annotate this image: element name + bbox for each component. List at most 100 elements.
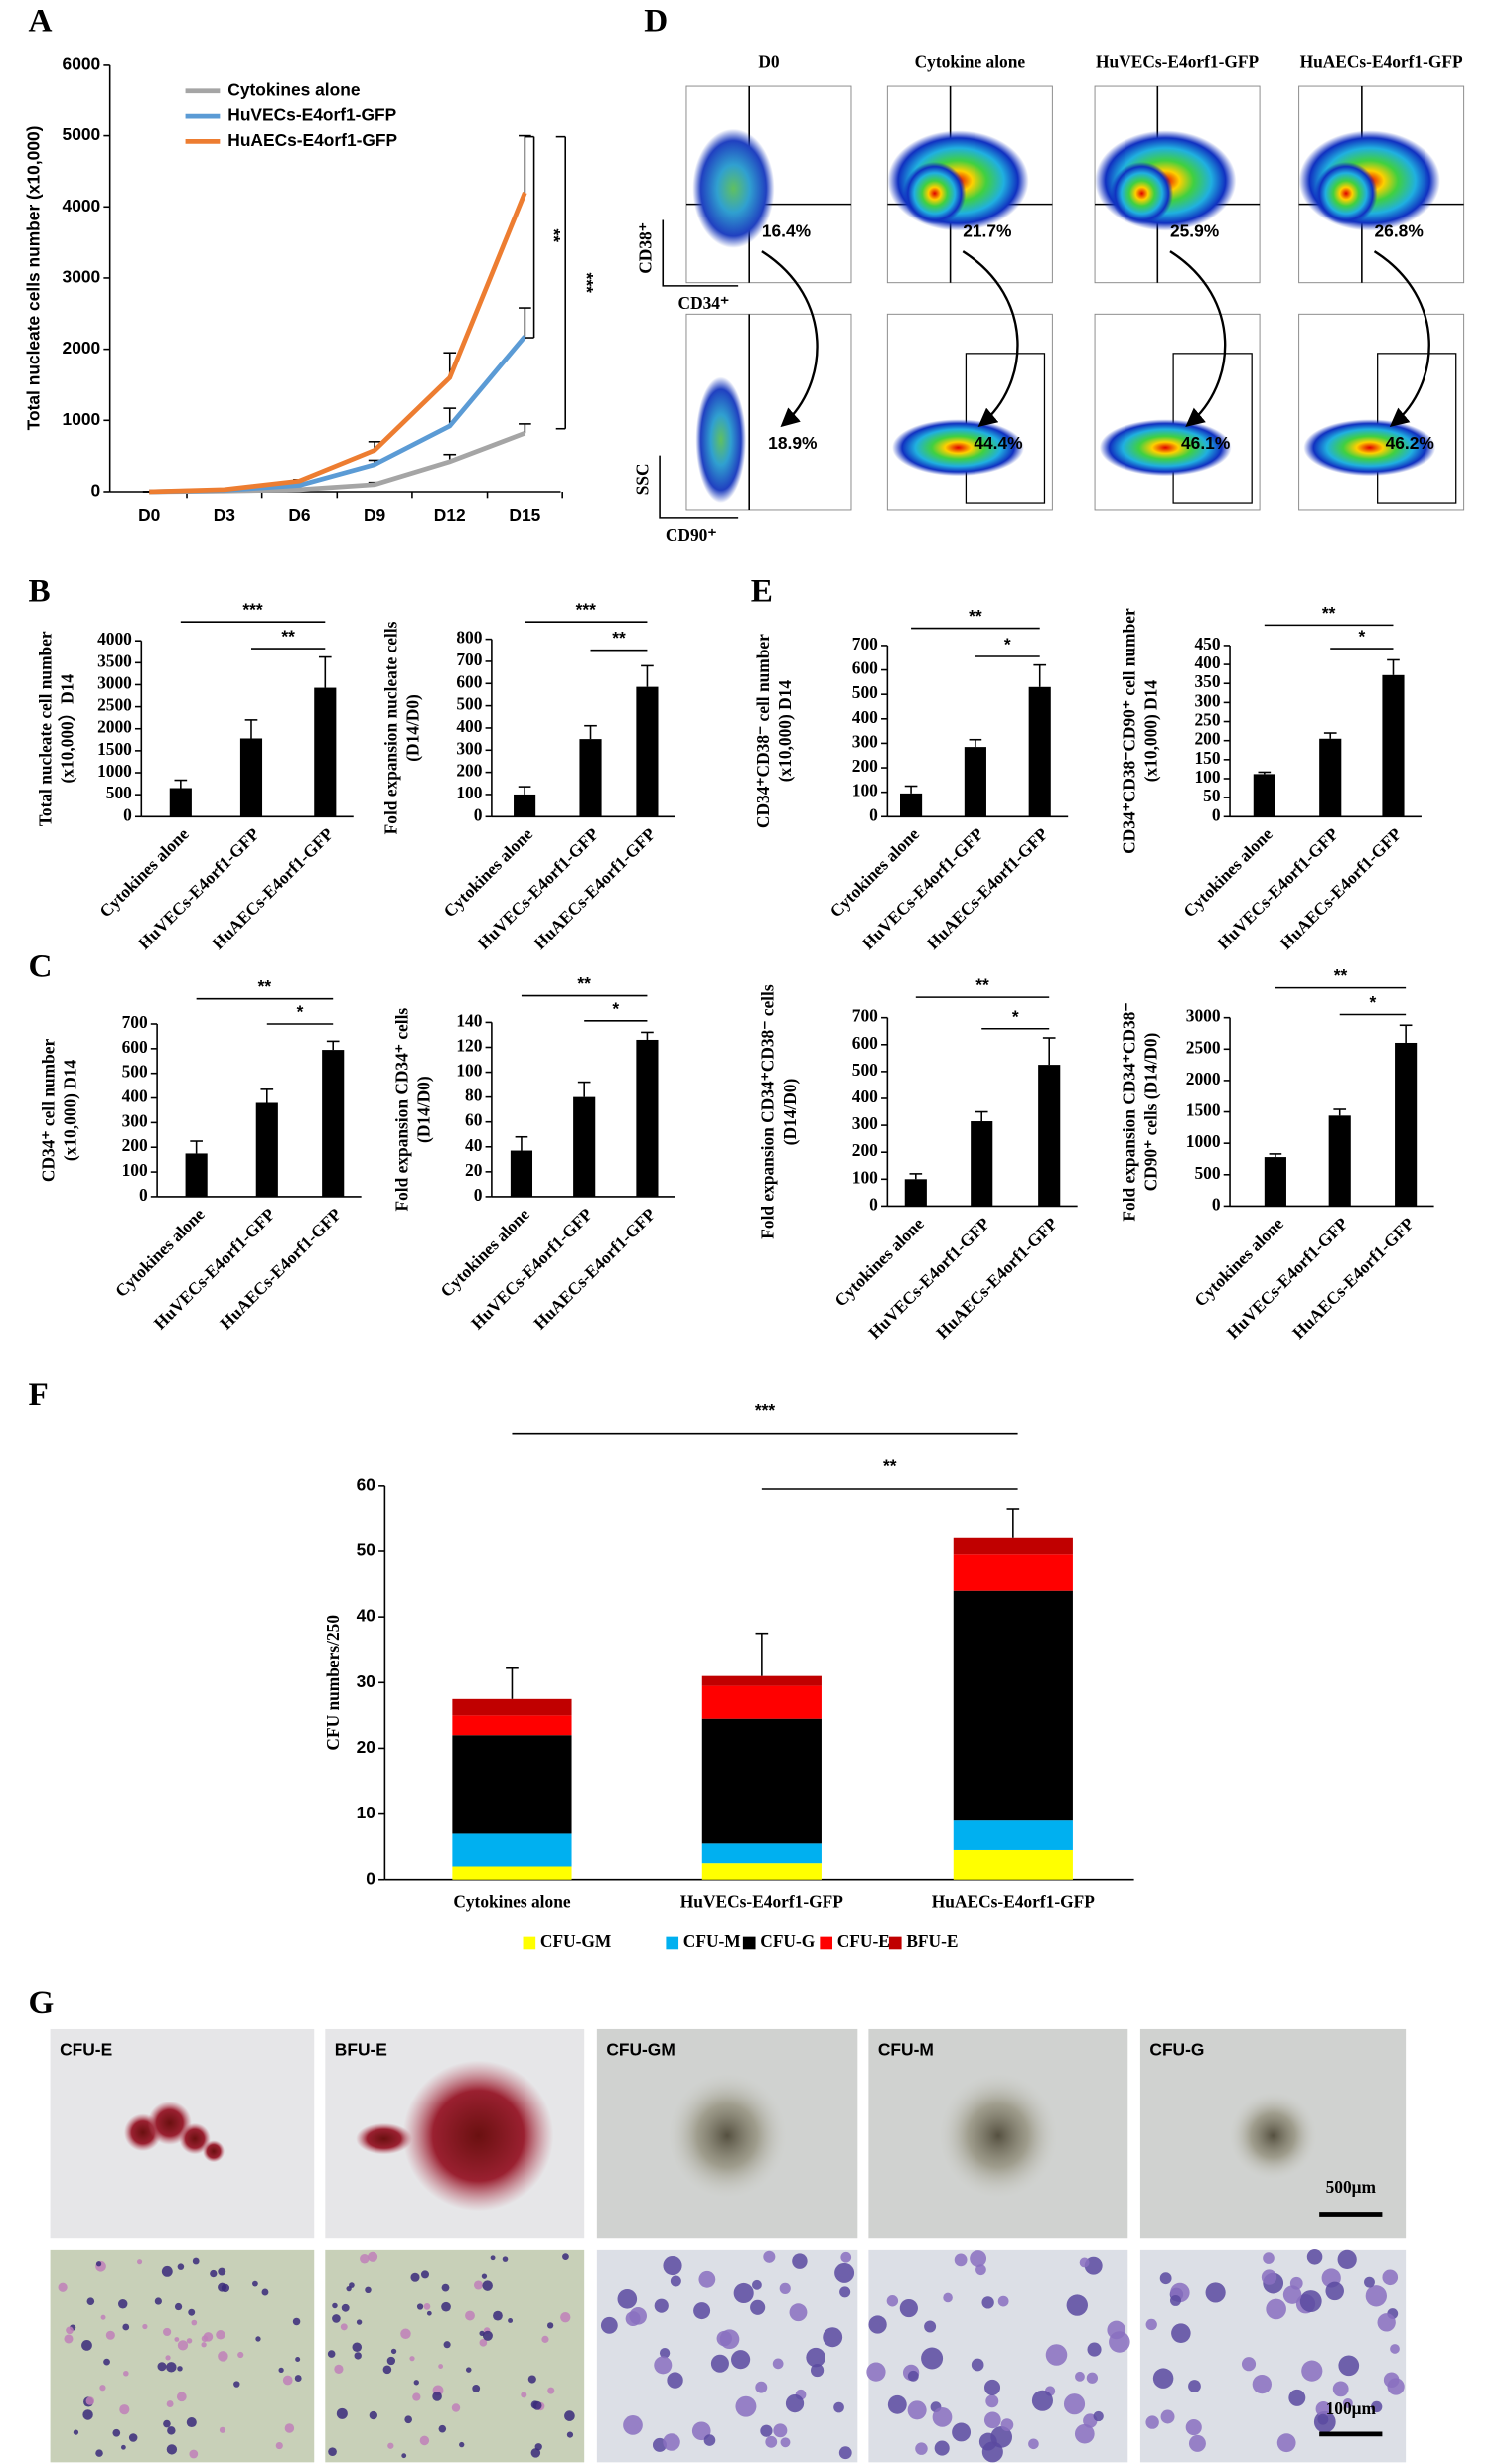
cell (792, 2253, 808, 2269)
y-tick-label: 0 (123, 805, 132, 824)
error-bar (244, 719, 258, 739)
cell (210, 2269, 218, 2278)
cell (755, 2381, 768, 2393)
cell (432, 2392, 442, 2401)
cell (166, 2362, 177, 2373)
bar (1319, 738, 1342, 817)
cell (866, 2362, 886, 2382)
y-tick-label: 3000 (97, 673, 132, 692)
y-axis-label: Fold expansion CD34⁺CD38⁻ (1120, 1002, 1138, 1221)
cell (252, 2280, 258, 2287)
cell (703, 2434, 716, 2446)
cell (356, 2319, 363, 2325)
error-bar (1333, 1108, 1347, 1116)
significance: ** (975, 975, 989, 995)
cell (924, 2320, 937, 2333)
cell (1063, 2393, 1086, 2415)
y-tick-label: 1000 (63, 409, 101, 429)
cell (667, 2372, 683, 2389)
cell (1289, 2276, 1303, 2290)
cell (1241, 2357, 1257, 2372)
cell (85, 2396, 95, 2405)
cell (105, 2330, 115, 2340)
cell (1317, 2413, 1329, 2425)
cell (532, 2400, 542, 2410)
gating-arrow (761, 250, 819, 428)
y-tick-label: 4000 (63, 196, 101, 216)
x-tick-label: D15 (509, 506, 540, 525)
significance: * (1358, 627, 1365, 647)
cell (1387, 2378, 1405, 2395)
y-tick-label: 800 (456, 629, 482, 648)
cell (482, 2330, 493, 2341)
panel-label: D (644, 2, 668, 39)
colony (179, 2122, 211, 2155)
error-bar (969, 738, 982, 748)
y-tick-label: 100 (852, 782, 878, 800)
y-tick-label: 1500 (1186, 1101, 1221, 1120)
cell (733, 2282, 754, 2304)
cell (465, 2367, 472, 2373)
bar-segment (701, 1675, 822, 1686)
cell (327, 2350, 336, 2358)
cell (693, 2302, 711, 2320)
cell (716, 2330, 732, 2347)
x-tick-label: HuVECs-E4orf1-GFP (150, 1205, 279, 1334)
cell (1145, 2318, 1157, 2331)
cell (663, 2255, 682, 2276)
flow-density (695, 376, 747, 504)
flow-column-title: Cytokine alone (915, 52, 1026, 71)
cell (413, 2380, 419, 2386)
cell (1306, 2249, 1323, 2265)
cell (1109, 2331, 1130, 2353)
cell (984, 2379, 1001, 2395)
cell (112, 2428, 121, 2437)
cell (420, 2270, 430, 2279)
y-tick-label: 400 (852, 708, 878, 727)
x-tick-label: D6 (288, 506, 311, 525)
y-tick-label: 300 (456, 739, 482, 758)
error-bar (326, 1040, 340, 1051)
scale-bar-label: 100μm (1326, 2399, 1377, 2418)
cell (340, 2323, 348, 2331)
legend-label: HuVECs-E4orf1-GFP (227, 105, 396, 125)
cell (218, 2267, 226, 2276)
flow-percent: 16.4% (762, 221, 811, 241)
y-tick-label: 700 (456, 651, 482, 669)
cell (760, 2424, 773, 2437)
error-bar (318, 655, 332, 688)
cell (479, 2339, 488, 2347)
cell (1365, 2285, 1387, 2307)
legend-label: CFU-M (683, 1932, 741, 1951)
cell (294, 2375, 302, 2382)
cell (629, 2307, 647, 2325)
y-tick-label: 600 (852, 1034, 878, 1053)
cell (562, 2253, 569, 2260)
cell (416, 2303, 424, 2310)
cell (1188, 2434, 1206, 2452)
cell (438, 2364, 444, 2369)
cell (546, 2322, 554, 2329)
x-tick-label: HuVECs-E4orf1-GFP (1214, 824, 1343, 953)
y-tick-label: 140 (456, 1011, 482, 1030)
bar (573, 1096, 596, 1197)
cell (332, 2302, 338, 2309)
bar (971, 1121, 993, 1207)
cell (1299, 2290, 1322, 2313)
cell (177, 2340, 189, 2351)
y-tick-label: 60 (357, 1474, 375, 1494)
cell (328, 2447, 337, 2457)
bar (1028, 686, 1051, 817)
cell (465, 2310, 475, 2321)
flow-density (892, 419, 1024, 477)
cell (121, 2444, 126, 2450)
cell (1263, 2252, 1275, 2264)
y-tick-label: 5000 (63, 124, 101, 144)
bar (964, 747, 986, 817)
cell (1074, 2423, 1095, 2444)
error-bar (755, 1632, 769, 1676)
cell (623, 2415, 643, 2435)
cell (188, 2308, 196, 2316)
cell (275, 2441, 283, 2450)
cell (365, 2286, 372, 2294)
